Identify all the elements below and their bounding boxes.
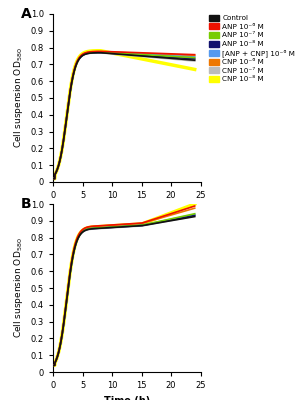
Y-axis label: Cell suspension OD$_{580}$: Cell suspension OD$_{580}$ — [12, 48, 25, 148]
Text: B: B — [21, 197, 31, 211]
X-axis label: Time (h): Time (h) — [104, 396, 150, 400]
Text: A: A — [21, 7, 31, 21]
X-axis label: Time (h): Time (h) — [104, 206, 150, 216]
Legend: Control, ANP 10⁻⁶ M, ANP 10⁻⁷ M, ANP 10⁻⁸ M, [ANP + CNP] 10⁻⁶ M, CNP 10⁻⁶ M, CNP: Control, ANP 10⁻⁶ M, ANP 10⁻⁷ M, ANP 10⁻… — [209, 14, 295, 83]
Y-axis label: Cell suspension OD$_{580}$: Cell suspension OD$_{580}$ — [12, 238, 25, 338]
